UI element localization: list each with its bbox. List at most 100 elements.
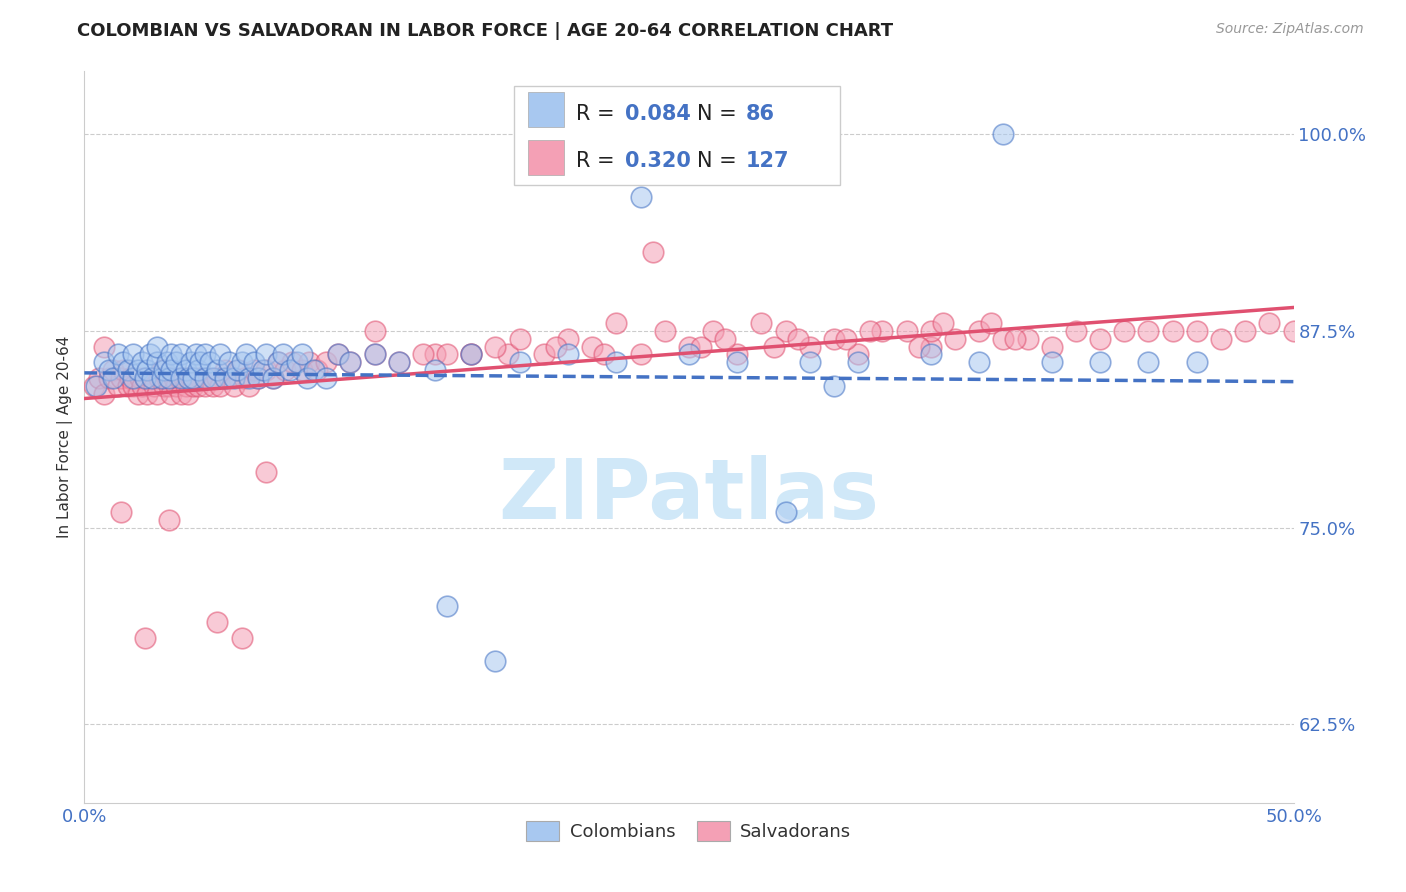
Point xyxy=(388,355,411,369)
Point xyxy=(174,363,197,377)
Point xyxy=(247,371,270,385)
Point xyxy=(184,347,207,361)
Point xyxy=(141,371,163,385)
Point xyxy=(799,355,821,369)
Point xyxy=(247,371,270,385)
Point xyxy=(593,347,616,361)
Point xyxy=(194,371,217,385)
Point xyxy=(690,340,713,354)
Point xyxy=(328,347,350,361)
Point xyxy=(920,347,942,361)
Point xyxy=(207,363,229,377)
Point xyxy=(630,347,652,361)
Point xyxy=(180,355,202,369)
Point xyxy=(775,505,797,519)
Point xyxy=(605,316,627,330)
Point xyxy=(460,347,482,361)
Point xyxy=(846,355,869,369)
Point xyxy=(509,355,531,369)
Text: ZIPatlas: ZIPatlas xyxy=(499,455,879,536)
Point xyxy=(920,324,942,338)
Point xyxy=(208,347,231,361)
Point xyxy=(148,371,170,385)
Point xyxy=(141,371,163,385)
Point xyxy=(184,371,207,385)
Point xyxy=(388,355,411,369)
Point xyxy=(121,347,143,361)
Point xyxy=(146,387,169,401)
Point xyxy=(1114,324,1136,338)
Legend: Colombians, Salvadorans: Colombians, Salvadorans xyxy=(519,814,859,848)
Point xyxy=(235,347,257,361)
Point xyxy=(93,387,115,401)
Point xyxy=(328,347,350,361)
Point xyxy=(155,371,177,385)
Point xyxy=(751,316,773,330)
Point xyxy=(165,379,187,393)
Point xyxy=(786,332,808,346)
Point xyxy=(93,340,115,354)
Point xyxy=(967,324,990,338)
Point xyxy=(181,379,204,393)
Text: 0.084: 0.084 xyxy=(624,103,690,124)
Text: 0.320: 0.320 xyxy=(624,151,690,171)
Point xyxy=(363,324,385,338)
Y-axis label: In Labor Force | Age 20-64: In Labor Force | Age 20-64 xyxy=(58,336,73,538)
Point xyxy=(298,355,321,369)
Point xyxy=(278,363,301,377)
Point xyxy=(157,379,180,393)
Point xyxy=(533,347,555,361)
Point xyxy=(242,363,264,377)
Point xyxy=(291,363,314,377)
Point xyxy=(97,371,120,385)
Point xyxy=(207,615,229,629)
Point xyxy=(799,340,821,354)
Point xyxy=(544,340,567,354)
Text: COLOMBIAN VS SALVADORAN IN LABOR FORCE | AGE 20-64 CORRELATION CHART: COLOMBIAN VS SALVADORAN IN LABOR FORCE |… xyxy=(77,22,893,40)
Point xyxy=(872,324,894,338)
Point xyxy=(932,316,955,330)
Point xyxy=(557,332,579,346)
Point xyxy=(224,371,246,385)
Point xyxy=(1004,332,1026,346)
Point xyxy=(181,371,204,385)
Point xyxy=(484,340,506,354)
Point xyxy=(194,347,217,361)
Point xyxy=(134,371,156,385)
Point xyxy=(1209,332,1232,346)
Point xyxy=(823,379,845,393)
Bar xyxy=(529,140,564,175)
Point xyxy=(896,324,918,338)
Point xyxy=(187,379,209,393)
Point xyxy=(198,355,221,369)
Point xyxy=(174,379,197,393)
Point xyxy=(509,332,531,346)
Point xyxy=(993,332,1015,346)
Point xyxy=(146,355,169,369)
Point xyxy=(943,332,966,346)
Point xyxy=(233,371,256,385)
Point xyxy=(242,355,264,369)
Point xyxy=(224,379,246,393)
Point xyxy=(262,371,284,385)
Point xyxy=(678,340,700,354)
Point xyxy=(214,363,236,377)
Point xyxy=(225,363,247,377)
Point xyxy=(214,371,236,385)
Point xyxy=(993,128,1015,142)
Point xyxy=(180,371,202,385)
Point xyxy=(134,631,156,645)
Point xyxy=(231,631,253,645)
Point xyxy=(484,654,506,668)
Text: N =: N = xyxy=(697,151,737,171)
Point xyxy=(153,363,176,377)
Point xyxy=(702,324,724,338)
Point xyxy=(121,371,143,385)
Point xyxy=(363,347,385,361)
Point xyxy=(150,363,173,377)
Point xyxy=(295,371,318,385)
Point xyxy=(170,347,193,361)
Point xyxy=(252,363,274,377)
Point xyxy=(285,355,308,369)
Point xyxy=(436,599,458,614)
